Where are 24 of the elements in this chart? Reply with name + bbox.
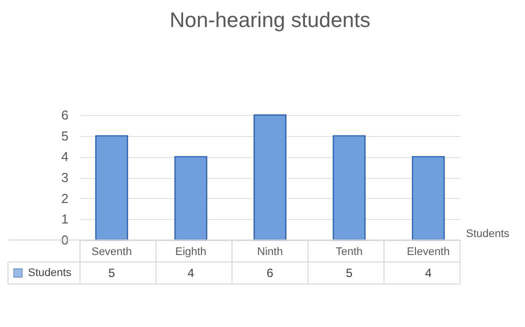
legend-label: Students — [28, 267, 72, 279]
chart-title: Non-hearing students — [170, 9, 370, 32]
y-tick-label: 1 — [61, 212, 68, 227]
x-tick-label: Ninth — [257, 246, 283, 258]
x-tick-label: Seventh — [91, 246, 132, 258]
text: Students — [466, 228, 510, 240]
x-tick-label: Eleventh — [406, 246, 450, 258]
y-tick-label: 3 — [61, 170, 68, 185]
x-tick-label: Tenth — [336, 246, 363, 258]
x-tick-label: Eighth — [175, 246, 206, 258]
bar — [174, 156, 208, 241]
data-label: 5 — [346, 266, 353, 280]
bar — [332, 135, 366, 241]
y-tick-label: 6 — [61, 108, 68, 122]
data-label: 5 — [108, 266, 116, 280]
bar — [95, 135, 128, 241]
bar — [254, 114, 286, 241]
data-label: 6 — [266, 266, 274, 280]
bar — [412, 156, 445, 241]
y-tick-label: 4 — [61, 149, 68, 164]
data-label: 4 — [187, 266, 194, 280]
y-tick-label: 5 — [61, 128, 68, 144]
data-label: 4 — [424, 266, 432, 280]
y-tick-label: 2 — [61, 190, 68, 206]
